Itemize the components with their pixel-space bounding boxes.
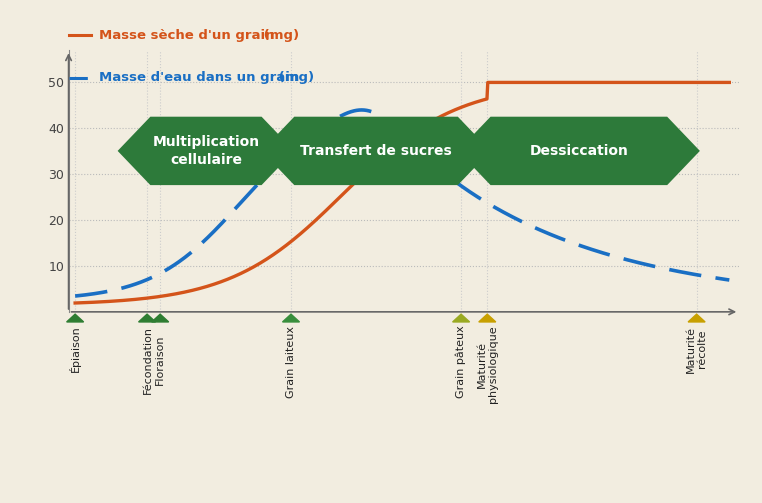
Text: Multiplication
cellulaire: Multiplication cellulaire bbox=[152, 135, 260, 166]
Polygon shape bbox=[117, 117, 294, 185]
Text: Fécondation
Floraison: Fécondation Floraison bbox=[142, 325, 165, 394]
Text: Masse d'eau dans un grain: Masse d'eau dans un grain bbox=[99, 71, 299, 85]
Polygon shape bbox=[458, 117, 700, 185]
Text: Maturité
physiologique: Maturité physiologique bbox=[476, 325, 498, 403]
Polygon shape bbox=[453, 314, 469, 322]
Text: Épiaison: Épiaison bbox=[69, 325, 81, 372]
Polygon shape bbox=[479, 314, 496, 322]
Text: Masse sèche d'un grain: Masse sèche d'un grain bbox=[99, 29, 274, 42]
Text: Grain laiteux: Grain laiteux bbox=[286, 325, 296, 398]
Text: Transfert de sucres: Transfert de sucres bbox=[300, 144, 452, 158]
Text: Grain pâteux: Grain pâteux bbox=[456, 325, 466, 398]
Text: Maturité
récolte: Maturité récolte bbox=[686, 325, 707, 373]
Polygon shape bbox=[688, 314, 705, 322]
Text: (mg): (mg) bbox=[259, 29, 299, 42]
Text: Dessiccation: Dessiccation bbox=[530, 144, 629, 158]
Polygon shape bbox=[261, 117, 491, 185]
Polygon shape bbox=[283, 314, 299, 322]
Polygon shape bbox=[139, 314, 155, 322]
Polygon shape bbox=[152, 314, 168, 322]
Text: (mg): (mg) bbox=[274, 71, 315, 85]
Polygon shape bbox=[66, 314, 84, 322]
